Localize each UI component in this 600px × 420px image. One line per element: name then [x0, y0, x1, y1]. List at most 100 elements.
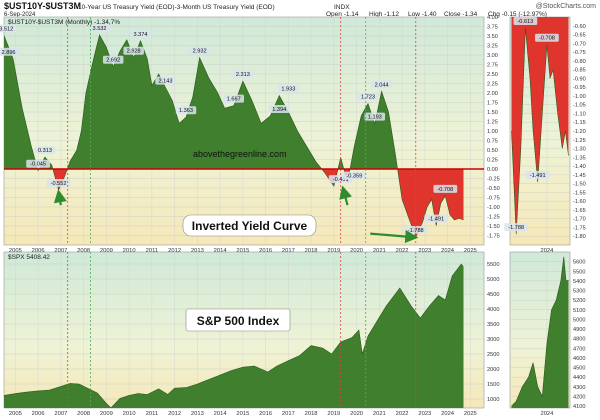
x-tick-label: 2005 — [9, 248, 22, 254]
y-tick-label: 1500 — [487, 382, 499, 388]
y-tick-label: 2.50 — [487, 72, 498, 78]
value-label: 2.928 — [127, 49, 141, 55]
x-tick-label: 2016 — [259, 248, 272, 254]
y-tick-label: 1.25 — [487, 120, 498, 126]
y-tick-label: 2.25 — [487, 82, 498, 88]
legend-bottom: $SPX 5408.42 — [8, 254, 50, 261]
x-tick-label: 2007 — [54, 248, 67, 254]
value-label-box — [232, 70, 254, 79]
y-tick-label: -1.60 — [573, 199, 586, 205]
value-label: 2.692 — [106, 58, 120, 64]
value-label: -0.451 — [333, 177, 349, 183]
value-label-box — [102, 55, 124, 64]
value-label-box — [89, 23, 110, 32]
value-label: 1.667 — [227, 97, 241, 103]
value-label-box — [46, 178, 71, 187]
y-tick-label: -1.70 — [573, 217, 586, 223]
inverted-callout-box — [182, 214, 317, 237]
y-tick-label: -1.25 — [573, 138, 586, 144]
watermark: @StockCharts.com — [536, 3, 597, 10]
y-tick-label: 1.50 — [487, 110, 498, 116]
area-positive — [4, 34, 464, 169]
x-tick-label: 2012 — [168, 248, 181, 254]
value-label-box — [34, 146, 56, 155]
x-tick-label: 2024 — [441, 248, 455, 254]
value-label: 1.723 — [361, 95, 375, 101]
value-label-box — [357, 92, 379, 101]
value-label-box — [342, 171, 367, 180]
y-tick-label: -1.25 — [487, 215, 500, 221]
x-tick-label: 2022 — [396, 248, 409, 254]
value-label: 3.532 — [93, 26, 107, 32]
value-label-box — [130, 29, 151, 38]
x-tick-label: 2006 — [32, 248, 45, 254]
x-tick-label: 2012 — [168, 411, 181, 417]
value-label-box — [0, 24, 17, 33]
y-tick-label: 5000 — [573, 317, 585, 323]
y-tick-label: -1.35 — [573, 155, 586, 161]
x-tick-label: 2017 — [282, 248, 295, 254]
y-tick-label: 1.00 — [487, 129, 498, 135]
series-line — [4, 33, 464, 238]
value-label-box — [269, 105, 290, 114]
x-tick-label: 2005 — [9, 411, 22, 417]
y-tick-label: 4200 — [573, 394, 585, 400]
ohlc-open: Open -1.14 — [326, 11, 359, 18]
y-tick-label: 5300 — [573, 289, 585, 295]
y-tick-label: -0.80 — [573, 59, 586, 65]
x-tick-label: 2018 — [305, 411, 318, 417]
value-label: -0.045 — [30, 162, 46, 168]
x-tick-label: 2013 — [191, 411, 204, 417]
x-tick-label: 2007 — [54, 411, 67, 417]
y-tick-label: 2000 — [487, 367, 499, 373]
y-tick-label: -0.25 — [487, 177, 500, 183]
x-tick-label: 2014 — [214, 248, 228, 254]
value-label-box — [123, 46, 144, 55]
y-tick-label: 2500 — [487, 352, 499, 358]
y-tick-label: -0.75 — [487, 196, 500, 202]
y-tick-label: -0.50 — [487, 186, 500, 192]
y-tick-label: -0.85 — [573, 68, 586, 74]
value-label: 1.363 — [179, 108, 193, 114]
x-tick-label: 2008 — [77, 248, 90, 254]
y-tick-label: -0.65 — [573, 33, 586, 39]
spx-callout-box — [185, 308, 291, 332]
y-tick-label: -1.75 — [573, 225, 586, 231]
value-label-box — [223, 94, 245, 103]
x-tick-label: 2018 — [305, 248, 318, 254]
y-tick-label: -1.00 — [487, 205, 500, 211]
x-tick-label: 2016 — [259, 411, 272, 417]
x-tick-label: 2024 — [540, 411, 554, 417]
legend-top: $UST10Y-$UST3M (Monthly) -1.34,7% — [8, 19, 120, 26]
y-tick-label: 0.00 — [487, 167, 498, 173]
y-tick-label: -1.30 — [573, 147, 586, 153]
y-tick-label: -1.50 — [487, 224, 500, 230]
value-label: -0.613 — [517, 19, 533, 25]
y-tick-label: -1.45 — [573, 173, 586, 179]
series-line — [4, 263, 464, 408]
value-label: 1.933 — [281, 87, 295, 93]
y-tick-label: -1.65 — [573, 208, 586, 214]
x-tick-label: 2021 — [373, 411, 386, 417]
x-tick-label: 2014 — [214, 411, 228, 417]
value-label: 1.193 — [368, 115, 382, 121]
y-tick-label: 3.75 — [487, 25, 498, 31]
x-tick-label: 2008 — [77, 411, 90, 417]
x-tick-label: 2024 — [441, 411, 455, 417]
y-tick-label: 4800 — [573, 337, 585, 343]
x-tick-label: 2011 — [146, 411, 158, 417]
value-label-box — [433, 184, 458, 193]
y-tick-label: 5000 — [487, 277, 499, 283]
x-tick-label: 2009 — [100, 248, 113, 254]
chart-exchange: INDX — [334, 4, 350, 11]
y-tick-label: 5400 — [573, 279, 585, 285]
y-tick-label: -0.75 — [573, 50, 586, 56]
chart-description: 10-Year US Treasury Yield (EOD)-3-Month … — [78, 4, 275, 11]
chart-symbol: $UST10Y-$UST3M — [4, 1, 81, 11]
y-tick-label: 4900 — [573, 327, 585, 333]
value-label: 1.394 — [272, 107, 286, 113]
y-tick-label: -0.90 — [573, 76, 586, 82]
x-tick-label: 2009 — [100, 411, 113, 417]
ohlc-close: Close -1.34 — [444, 11, 478, 18]
value-label-box — [513, 17, 538, 26]
